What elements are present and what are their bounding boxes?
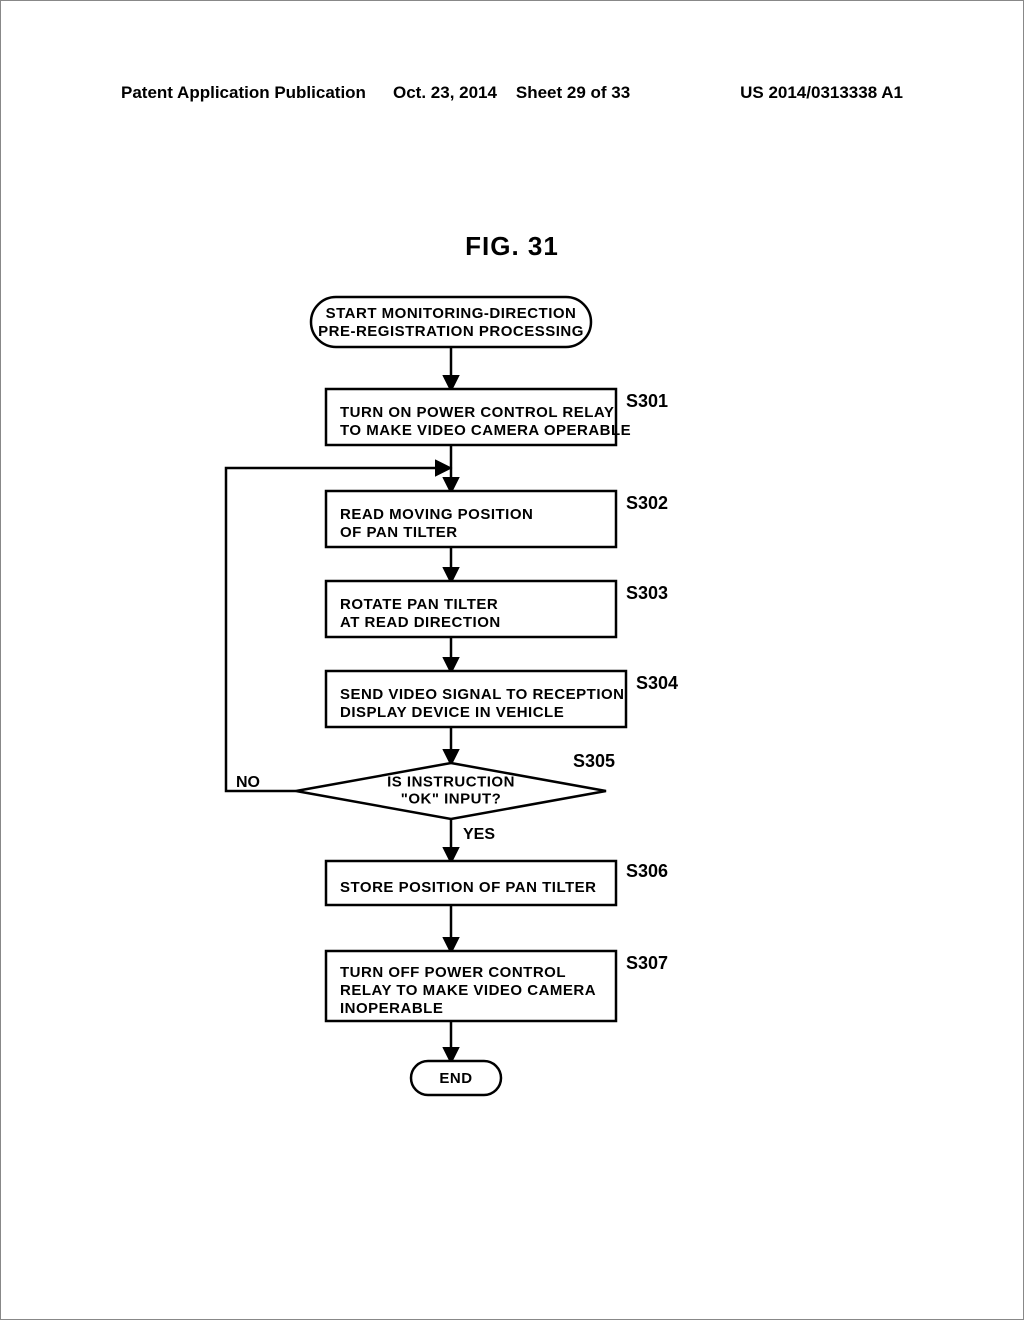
svg-text:RELAY TO MAKE VIDEO CAMERA: RELAY TO MAKE VIDEO CAMERA — [340, 982, 596, 999]
svg-text:TO MAKE VIDEO CAMERA OPERABLE: TO MAKE VIDEO CAMERA OPERABLE — [340, 422, 631, 439]
svg-text:TURN OFF POWER CONTROL: TURN OFF POWER CONTROL — [340, 964, 566, 981]
svg-text:INOPERABLE: INOPERABLE — [340, 1000, 443, 1017]
svg-text:S304: S304 — [636, 673, 678, 693]
svg-text:IS INSTRUCTION: IS INSTRUCTION — [387, 774, 515, 791]
svg-text:START MONITORING-DIRECTION: START MONITORING-DIRECTION — [326, 305, 577, 322]
svg-text:AT READ DIRECTION: AT READ DIRECTION — [340, 614, 501, 631]
svg-text:DISPLAY DEVICE IN VEHICLE: DISPLAY DEVICE IN VEHICLE — [340, 704, 564, 721]
svg-text:END: END — [439, 1070, 472, 1087]
flowchart: START MONITORING-DIRECTIONPRE-REGISTRATI… — [1, 1, 1024, 1321]
svg-text:S307: S307 — [626, 953, 668, 973]
svg-text:S302: S302 — [626, 493, 668, 513]
svg-text:OF PAN TILTER: OF PAN TILTER — [340, 524, 458, 541]
svg-text:YES: YES — [463, 826, 495, 843]
svg-text:S303: S303 — [626, 583, 668, 603]
svg-text:STORE POSITION OF PAN TILTER: STORE POSITION OF PAN TILTER — [340, 879, 597, 896]
page: Patent Application Publication Oct. 23, … — [0, 0, 1024, 1320]
svg-text:READ MOVING POSITION: READ MOVING POSITION — [340, 506, 533, 523]
svg-text:ROTATE PAN TILTER: ROTATE PAN TILTER — [340, 596, 498, 613]
svg-text:PRE-REGISTRATION PROCESSING: PRE-REGISTRATION PROCESSING — [318, 323, 584, 340]
svg-text:"OK" INPUT?: "OK" INPUT? — [401, 791, 502, 808]
svg-text:S305: S305 — [573, 751, 615, 771]
svg-text:SEND VIDEO SIGNAL TO RECEPTION: SEND VIDEO SIGNAL TO RECEPTION — [340, 686, 625, 703]
svg-text:TURN ON POWER CONTROL RELAY: TURN ON POWER CONTROL RELAY — [340, 404, 614, 421]
svg-text:S306: S306 — [626, 861, 668, 881]
svg-text:NO: NO — [236, 774, 260, 791]
svg-text:S301: S301 — [626, 391, 668, 411]
